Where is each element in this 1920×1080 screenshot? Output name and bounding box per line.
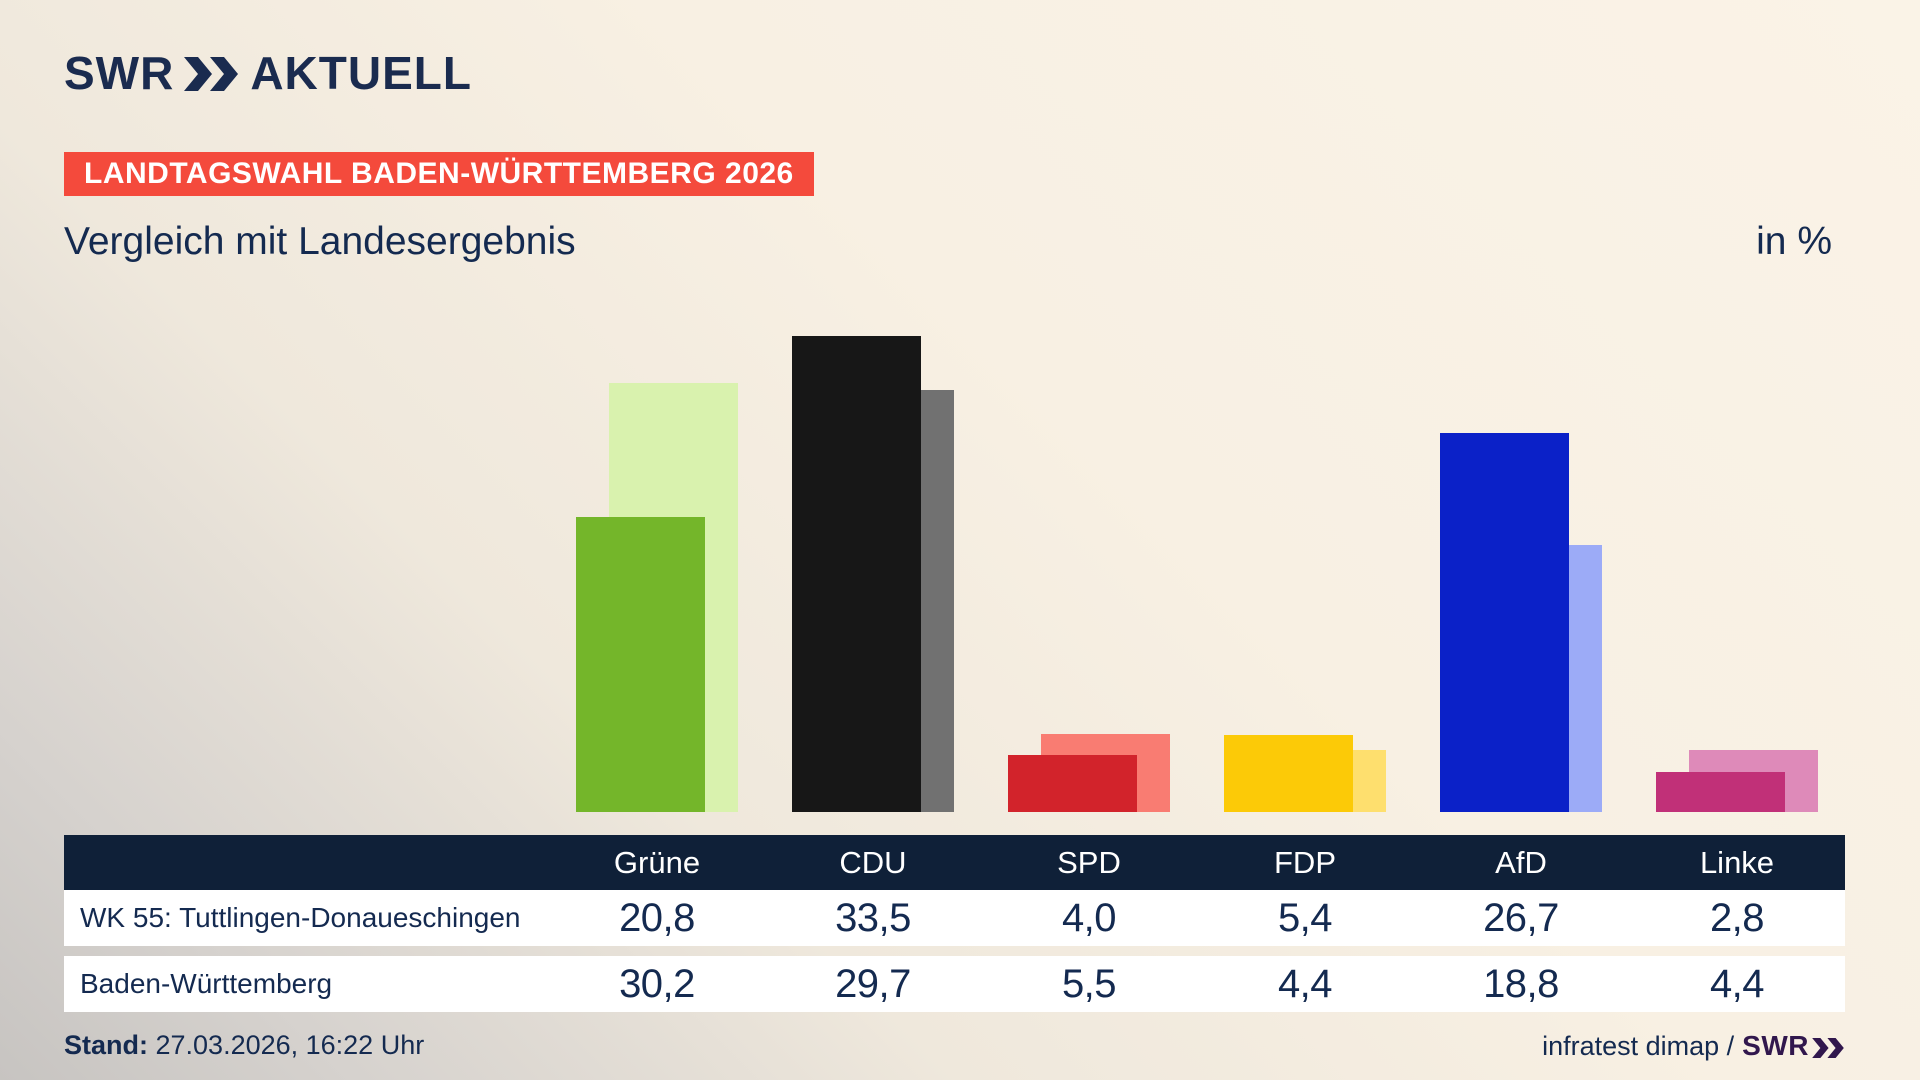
source-text: infratest dimap / <box>1542 1030 1735 1061</box>
bar-wk55-afd <box>1440 433 1569 812</box>
value-cell-fdp: 4,4 <box>1277 961 1333 1006</box>
value-cell-cdu: 29,7 <box>835 961 911 1006</box>
column-header-gr-ne: Grüne <box>613 844 701 880</box>
bar-group-fdp <box>1197 300 1413 812</box>
column-header-afd: AfD <box>1495 844 1547 880</box>
source-double-chevron-icon <box>1812 1037 1844 1058</box>
bar-wk55-fdp <box>1224 735 1353 812</box>
row-label: WK 55: Tuttlingen-Donaueschingen <box>80 902 521 933</box>
value-cell-gr-ne: 30,2 <box>619 961 695 1006</box>
bar-wk55-cdu <box>792 336 921 812</box>
source-swr-text: SWR <box>1742 1030 1809 1061</box>
bar-wk55-gr-ne <box>576 517 705 812</box>
column-header-spd: SPD <box>1057 844 1121 880</box>
stand-label: Stand: <box>64 1030 148 1060</box>
swr-aktuell-logo: SWR AKTUELL <box>64 50 472 96</box>
logo-swr-text: SWR <box>64 47 175 99</box>
value-cell-fdp: 5,4 <box>1277 895 1333 940</box>
bar-group-cdu <box>765 300 981 812</box>
bar-group-linke <box>1629 300 1845 812</box>
bar-group-afd <box>1413 300 1629 812</box>
value-cell-cdu: 33,5 <box>835 895 911 940</box>
election-badge-label: LANDTAGSWAHL BADEN-WÜRTTEMBERG 2026 <box>84 157 794 190</box>
bar-wk55-linke <box>1656 772 1785 812</box>
row-label: Baden-Württemberg <box>80 968 333 999</box>
value-cell-spd: 5,5 <box>1061 961 1117 1006</box>
stand-value: 27.03.2026, 16:22 Uhr <box>148 1030 425 1060</box>
value-cell-linke: 2,8 <box>1709 895 1765 940</box>
bar-group-gr-ne <box>549 300 765 812</box>
stand-timestamp: Stand: 27.03.2026, 16:22 Uhr <box>64 1030 424 1061</box>
value-cell-spd: 4,0 <box>1061 895 1117 940</box>
column-header-cdu: CDU <box>839 844 907 880</box>
column-header-linke: Linke <box>1699 844 1775 880</box>
source-credit: infratest dimap / SWR <box>1542 1030 1845 1062</box>
comparison-bar-chart <box>549 300 1845 812</box>
source-swr-logo: SWR <box>1742 1030 1845 1062</box>
logo-aktuell-text: AKTUELL <box>250 47 472 99</box>
bar-group-spd <box>981 300 1197 812</box>
unit-label: in % <box>1756 220 1832 263</box>
value-cell-afd: 18,8 <box>1483 961 1559 1006</box>
table-header-row: Grüne CDU SPD FDP AfD Linke <box>64 835 1845 890</box>
table-row-wk55: WK 55: Tuttlingen-Donaueschingen 20,8 33,5… <box>64 890 1845 946</box>
election-badge: LANDTAGSWAHL BADEN-WÜRTTEMBERG 2026 <box>64 152 814 196</box>
table-row-state: Baden-Württemberg 30,2 29,7 5,5 4,4 18,8 4,4 <box>64 956 1845 1012</box>
chart-title: Vergleich mit Landesergebnis <box>64 220 576 263</box>
logo-double-chevron-icon <box>184 57 239 91</box>
value-cell-afd: 26,7 <box>1483 895 1559 940</box>
column-header-fdp: FDP <box>1274 844 1336 880</box>
value-cell-linke: 4,4 <box>1709 961 1765 1006</box>
bar-wk55-spd <box>1008 755 1137 812</box>
value-cell-gr-ne: 20,8 <box>619 895 695 940</box>
